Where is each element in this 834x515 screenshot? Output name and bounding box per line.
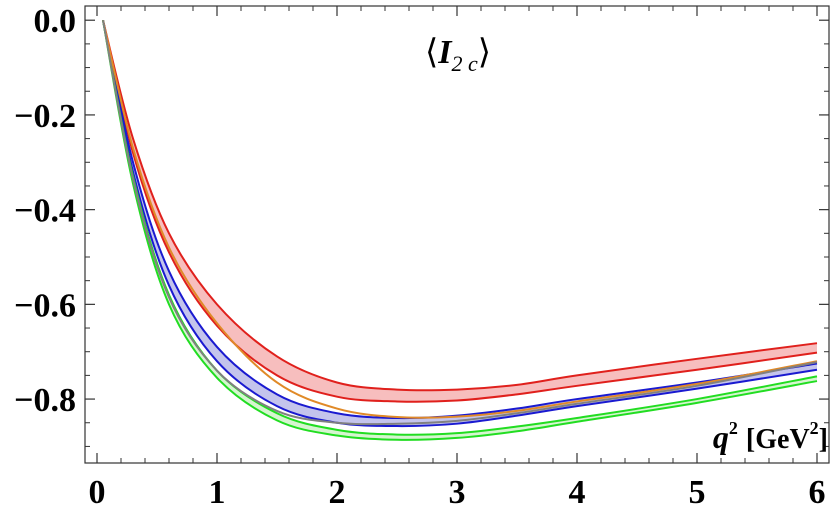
band-lower-line-0	[102, 19, 818, 403]
band-upper-line-2	[102, 20, 818, 436]
xlabel-unit-close: ]	[819, 424, 828, 455]
series-line-0	[102, 19, 818, 419]
band-fill-2	[103, 20, 817, 440]
band-upper-line-0	[102, 19, 818, 392]
x-tick-label-0: 0	[89, 474, 106, 511]
bands-layer	[103, 20, 817, 440]
x-tick-label-6: 6	[809, 474, 826, 511]
title-main: I	[437, 34, 453, 71]
title-open: ⟨	[425, 34, 438, 71]
x-tick-label-2: 2	[329, 474, 346, 511]
series-line-1	[102, 20, 818, 426]
title-close: ⟩	[478, 34, 491, 71]
band-lower-line-1	[102, 20, 818, 428]
y-tick-label-3: −0.6	[14, 287, 76, 324]
y-tick-label-1: −0.2	[14, 98, 76, 135]
xlabel-var-sup: 2	[729, 418, 738, 438]
band-lower-line-2	[102, 20, 818, 441]
y-tick-label-2: −0.4	[14, 193, 76, 230]
x-tick-label-3: 3	[449, 474, 466, 511]
title-sub: 2 c	[451, 51, 478, 76]
y-tick-label-0: 0.0	[34, 3, 77, 40]
chart-title: ⟨I2 c⟩	[425, 34, 491, 76]
band-upper-line-1	[102, 20, 818, 420]
xlabel-unit-sup: 2	[810, 418, 819, 438]
tick-labels-layer: 0 1 2 3 4 5 6 0.0 −0.2 −0.4 −0.6 −0.8	[14, 3, 825, 511]
xlabel-unit-open: [GeV	[746, 424, 810, 455]
lines-layer	[102, 19, 818, 441]
y-tick-label-4: −0.8	[14, 382, 76, 419]
ticks-layer	[85, 6, 829, 463]
x-tick-label-5: 5	[689, 474, 706, 511]
x-tick-label-1: 1	[209, 474, 226, 511]
xlabel-var: q	[713, 419, 729, 455]
x-axis-label: q2 [GeV2]	[713, 418, 828, 455]
x-tick-label-4: 4	[569, 474, 586, 511]
